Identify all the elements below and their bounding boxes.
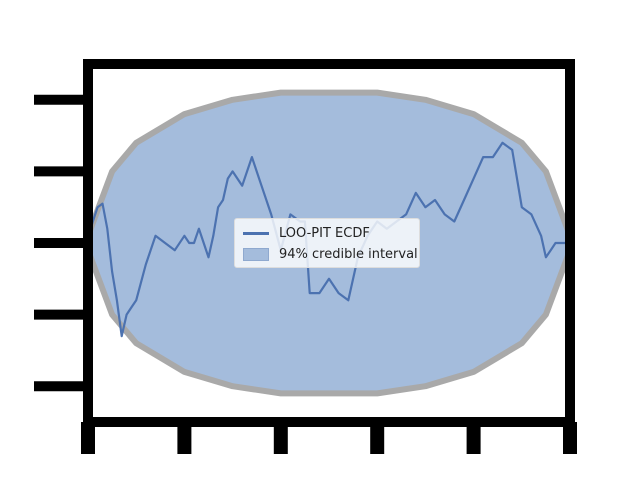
legend-label-ecdf: LOO-PIT ECDF [279, 225, 370, 241]
legend-item-interval: 94% credible interval [243, 244, 418, 264]
legend-label-interval: 94% credible interval [279, 246, 418, 262]
ecdf-line [86, 141, 570, 338]
legend: LOO-PIT ECDF 94% credible interval [234, 218, 420, 268]
legend-item-ecdf: LOO-PIT ECDF [243, 223, 370, 243]
legend-line-swatch [243, 231, 269, 235]
axes [34, 59, 577, 454]
legend-band-swatch [243, 247, 269, 261]
